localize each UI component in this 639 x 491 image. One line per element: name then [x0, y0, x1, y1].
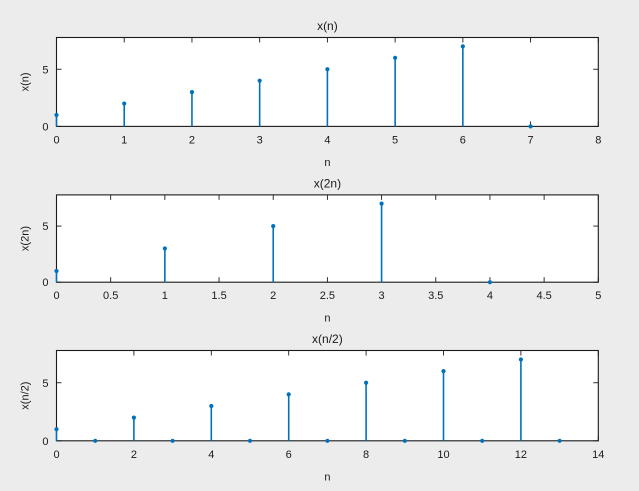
- svg-text:2: 2: [270, 290, 276, 302]
- svg-text:x(2n): x(2n): [20, 226, 32, 251]
- svg-text:0: 0: [53, 134, 59, 146]
- svg-text:4: 4: [487, 290, 493, 302]
- svg-text:14: 14: [592, 449, 604, 461]
- svg-text:10: 10: [437, 449, 449, 461]
- svg-text:4: 4: [324, 134, 330, 146]
- svg-text:0: 0: [42, 436, 48, 448]
- svg-text:x(n/2): x(n/2): [20, 382, 32, 410]
- svg-text:n: n: [324, 471, 330, 483]
- svg-text:2.5: 2.5: [320, 290, 335, 302]
- svg-text:n: n: [324, 157, 330, 169]
- svg-text:5: 5: [595, 290, 601, 302]
- svg-text:3.5: 3.5: [428, 290, 443, 302]
- svg-text:x(n): x(n): [317, 19, 338, 33]
- svg-text:5: 5: [392, 134, 398, 146]
- svg-text:x(n): x(n): [20, 72, 32, 91]
- svg-text:4.5: 4.5: [536, 290, 551, 302]
- svg-text:12: 12: [515, 449, 527, 461]
- svg-text:4: 4: [208, 449, 214, 461]
- svg-text:1: 1: [121, 134, 127, 146]
- svg-text:3: 3: [379, 290, 385, 302]
- svg-text:1: 1: [162, 290, 168, 302]
- svg-text:5: 5: [42, 221, 48, 233]
- svg-text:x(2n): x(2n): [314, 176, 341, 190]
- svg-text:0: 0: [53, 449, 59, 461]
- svg-text:n: n: [324, 313, 330, 325]
- svg-text:8: 8: [595, 134, 601, 146]
- svg-text:5: 5: [42, 64, 48, 76]
- svg-text:0: 0: [42, 121, 48, 133]
- svg-text:x(n/2): x(n/2): [312, 332, 343, 346]
- svg-text:6: 6: [286, 449, 292, 461]
- svg-text:5: 5: [42, 378, 48, 390]
- svg-text:0: 0: [42, 277, 48, 289]
- svg-text:0.5: 0.5: [103, 290, 118, 302]
- svg-text:6: 6: [460, 134, 466, 146]
- svg-text:3: 3: [257, 134, 263, 146]
- svg-text:8: 8: [363, 449, 369, 461]
- svg-text:1.5: 1.5: [211, 290, 226, 302]
- svg-text:2: 2: [131, 449, 137, 461]
- svg-text:7: 7: [528, 134, 534, 146]
- svg-text:2: 2: [189, 134, 195, 146]
- svg-text:0: 0: [53, 290, 59, 302]
